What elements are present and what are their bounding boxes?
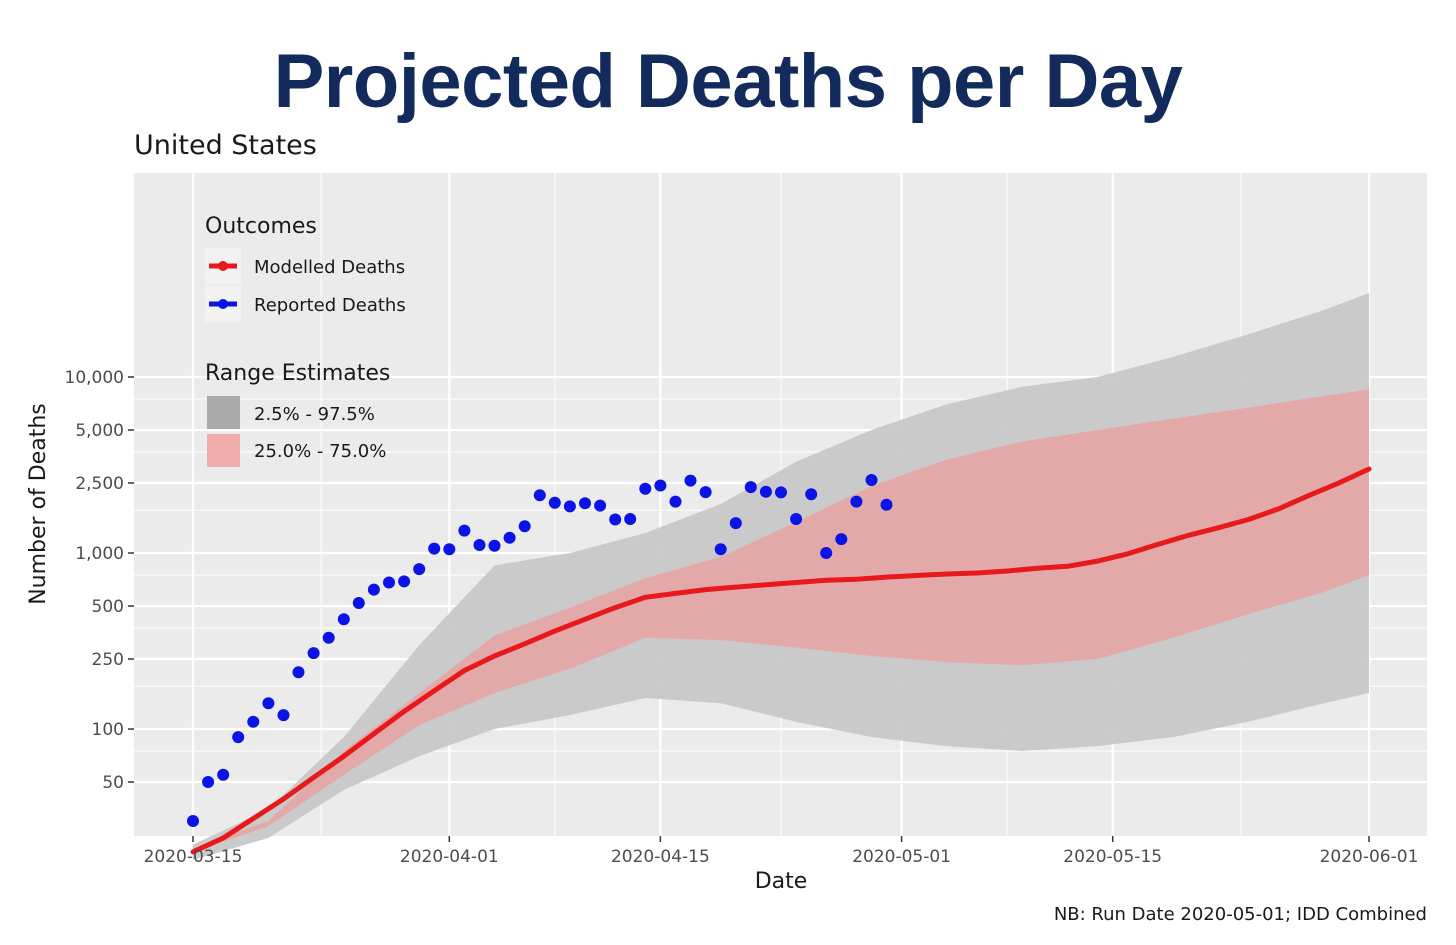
reported-death-point xyxy=(669,495,682,508)
y-axis: 50 100 250 500 1,000 2,500 5,000 10,000 xyxy=(65,368,134,793)
reported-death-point xyxy=(594,499,607,512)
reported-death-point xyxy=(729,517,742,530)
reported-death-point xyxy=(654,479,667,492)
y-tick-label: 500 xyxy=(92,597,124,617)
reported-death-point xyxy=(835,533,848,546)
reported-death-point xyxy=(352,597,365,609)
legend-label-outer-range: 2.5% - 97.5% xyxy=(254,404,375,425)
x-tick-label: 2020-05-15 xyxy=(1063,847,1162,867)
reported-death-point xyxy=(790,513,803,525)
reported-death-point xyxy=(820,547,833,559)
reported-death-point xyxy=(217,768,230,781)
reported-death-point xyxy=(428,542,441,555)
chart-subtitle: United States xyxy=(134,130,317,161)
legend-label-modelled: Modelled Deaths xyxy=(254,257,405,278)
reported-death-point xyxy=(744,481,757,494)
legend-ranges-title: Range Estimates xyxy=(205,361,390,386)
legend: Outcomes Modelled Deaths Reported Deaths… xyxy=(205,214,406,467)
reported-death-point xyxy=(488,539,501,552)
reported-death-point xyxy=(337,613,350,626)
legend-key-dot xyxy=(218,261,228,271)
legend-item-modelled: Modelled Deaths xyxy=(205,248,405,284)
x-tick-label: 2020-04-01 xyxy=(400,847,499,867)
reported-death-point xyxy=(232,731,245,744)
x-axis-label: Date xyxy=(755,869,808,894)
reported-death-point xyxy=(775,486,787,499)
reported-death-point xyxy=(563,500,576,513)
reported-death-point xyxy=(684,474,697,487)
range-bands xyxy=(193,293,1369,860)
reported-death-point xyxy=(262,697,275,710)
y-tick-label: 10,000 xyxy=(65,368,124,388)
reported-death-point xyxy=(458,524,471,537)
legend-item-inner-range: 25.0% - 75.0% xyxy=(207,434,386,467)
y-tick-label: 2,500 xyxy=(75,474,124,494)
reported-death-point xyxy=(202,776,215,788)
reported-death-point xyxy=(413,563,426,576)
reported-death-point xyxy=(292,666,305,679)
reported-death-point xyxy=(322,631,335,644)
legend-label-inner-range: 25.0% - 75.0% xyxy=(254,441,386,462)
legend-label-reported: Reported Deaths xyxy=(254,295,406,316)
reported-death-point xyxy=(759,485,772,498)
modelled-deaths-line-group xyxy=(190,466,1372,855)
reported-death-point xyxy=(699,486,712,499)
modelled-deaths-line xyxy=(190,466,1372,855)
reported-death-point xyxy=(850,495,863,508)
reported-death-point xyxy=(187,815,199,827)
reported-death-point xyxy=(277,709,290,722)
reported-death-point xyxy=(473,539,486,551)
y-tick-label: 250 xyxy=(92,650,124,670)
chart-caption: NB: Run Date 2020-05-01; IDD Combined xyxy=(1054,904,1427,925)
x-tick-label: 2020-03-15 xyxy=(144,847,243,867)
reported-death-point xyxy=(624,513,637,525)
y-tick-label: 100 xyxy=(92,720,124,740)
reported-deaths-points xyxy=(187,474,893,827)
inner-range-band xyxy=(193,389,1369,852)
legend-swatch-inner-range xyxy=(207,434,240,467)
reported-death-point xyxy=(548,496,561,509)
y-tick-label: 5,000 xyxy=(75,421,124,441)
reported-death-point xyxy=(865,474,878,486)
reported-death-point xyxy=(518,520,531,533)
reported-death-point xyxy=(714,543,727,556)
reported-death-point xyxy=(443,543,456,556)
x-axis: 2020-03-15 2020-04-01 2020-04-15 2020-05-01… xyxy=(144,836,1419,867)
reported-death-point xyxy=(398,575,411,588)
reported-death-point xyxy=(533,489,546,502)
y-tick-label: 50 xyxy=(102,773,124,793)
legend-key-dot xyxy=(218,299,228,309)
reported-death-point xyxy=(367,583,380,596)
reported-death-point xyxy=(880,498,893,511)
reported-death-point xyxy=(307,647,320,660)
reported-death-point xyxy=(579,497,591,510)
x-tick-label: 2020-05-01 xyxy=(852,847,951,867)
x-tick-label: 2020-06-01 xyxy=(1320,847,1419,867)
reported-death-point xyxy=(609,513,622,526)
legend-outcomes-title: Outcomes xyxy=(205,214,317,239)
reported-death-point xyxy=(503,531,516,544)
legend-swatch-outer-range xyxy=(207,396,240,429)
y-tick-label: 1,000 xyxy=(75,544,124,564)
legend-item-reported: Reported Deaths xyxy=(205,286,406,322)
reported-death-point xyxy=(383,576,395,589)
reported-death-point xyxy=(247,715,260,728)
legend-item-outer-range: 2.5% - 97.5% xyxy=(207,396,375,429)
reported-death-point xyxy=(639,482,652,495)
x-tick-label: 2020-04-15 xyxy=(611,847,710,867)
main-title: Projected Deaths per Day xyxy=(273,39,1183,124)
y-axis-label: Number of Deaths xyxy=(26,403,51,605)
reported-death-point xyxy=(805,488,818,501)
